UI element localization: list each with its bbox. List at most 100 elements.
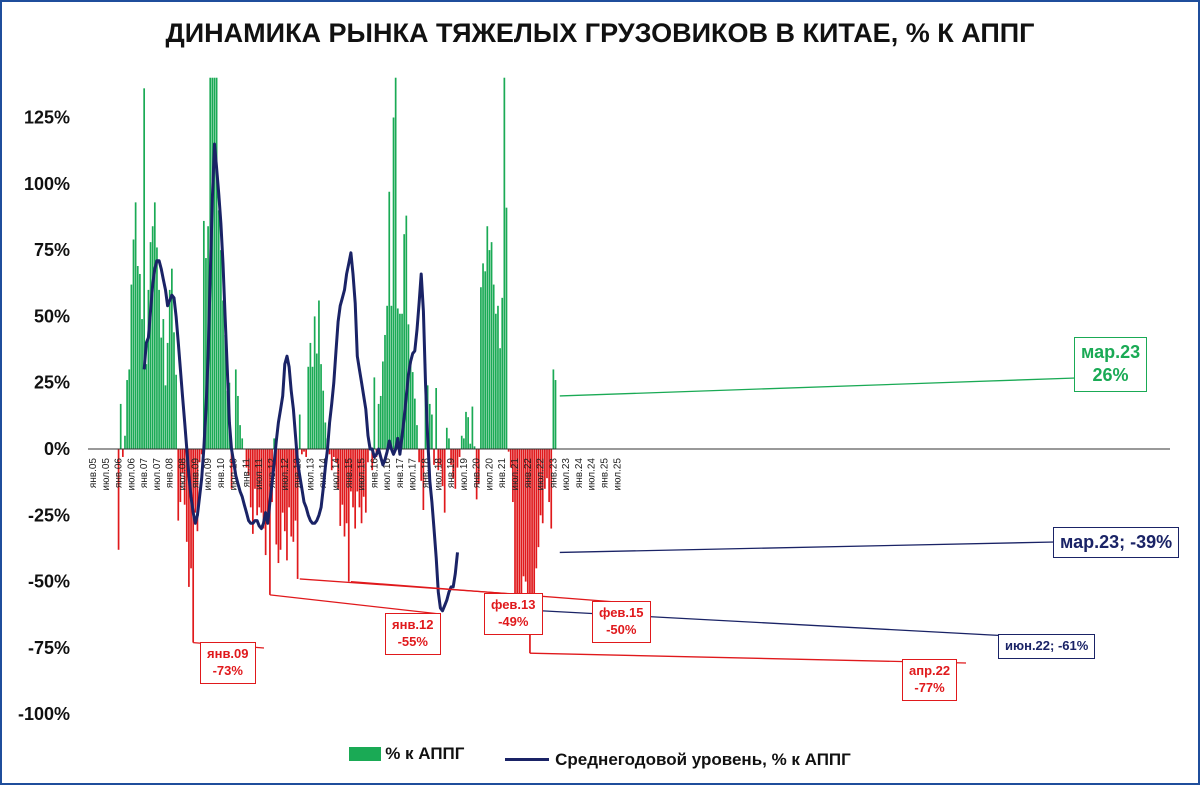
bar (124, 435, 126, 449)
bar (194, 449, 197, 513)
bar (518, 449, 521, 611)
bar (494, 313, 497, 449)
callout-feb13: фев.13 -49% (484, 593, 543, 635)
bar (156, 247, 158, 449)
bar (452, 449, 455, 479)
bar (526, 449, 529, 601)
callout-mar23-bar: мар.23 26% (1074, 337, 1148, 392)
bar (379, 395, 382, 449)
bar (367, 449, 369, 463)
callout-jan09-date: янв.09 (207, 646, 249, 661)
x-tick-label: янв.19 (446, 458, 457, 489)
bar (448, 438, 450, 449)
bar (311, 366, 314, 449)
bar (445, 427, 448, 449)
bar (288, 449, 290, 508)
bar (256, 449, 258, 516)
bar (151, 226, 154, 449)
bar (522, 449, 525, 577)
bar (411, 372, 414, 449)
bar (394, 77, 397, 449)
legend: % к АППГ Среднегодовой уровень, % к АППГ (0, 744, 1200, 770)
legend-label-bars: % к АППГ (385, 744, 465, 763)
bar-series (117, 77, 557, 654)
y-tick-label: -25% (28, 505, 70, 525)
bar (213, 77, 216, 449)
bar (399, 313, 401, 449)
bar (456, 449, 459, 468)
bar (428, 403, 431, 449)
x-tick-label: янв.11 (241, 458, 252, 488)
callout-leader-line (559, 377, 1077, 397)
bar (173, 332, 175, 449)
bar (501, 297, 504, 449)
bar (192, 449, 195, 643)
bar (309, 342, 312, 449)
x-tick-label: янв.17 (395, 458, 406, 489)
bar (544, 449, 546, 489)
bar (185, 449, 188, 542)
bar (177, 449, 180, 521)
bar (548, 449, 550, 503)
callout-jan09: янв.09 -73% (200, 642, 256, 684)
bar (458, 449, 461, 457)
bar (467, 417, 469, 449)
callout-mar23-bar-value: 26% (1092, 365, 1129, 386)
x-tick-label: июл.20 (484, 458, 495, 491)
bar (245, 449, 248, 468)
bar (482, 263, 484, 449)
bar (239, 425, 241, 449)
bar (484, 271, 487, 449)
bar (143, 88, 146, 449)
bar (294, 449, 297, 521)
callout-feb15-date: фев.15 (599, 605, 644, 620)
bar (153, 202, 156, 449)
x-tick-label: янв.22 (523, 458, 534, 489)
x-tick-label: июл.09 (203, 458, 214, 491)
bar (322, 390, 325, 449)
bar (190, 449, 192, 569)
x-tick-label: июл.11 (254, 458, 265, 490)
bar (292, 449, 295, 542)
bar (373, 377, 376, 449)
x-tick-label: июл.19 (459, 458, 470, 491)
bar (471, 406, 474, 449)
bar (139, 273, 141, 449)
bar (439, 449, 442, 465)
callout-mar23-bar-date: мар.23 (1081, 342, 1141, 362)
x-tick-label: июл.07 (152, 458, 163, 491)
bar (516, 449, 518, 611)
y-axis: 125% 100% 75% 50% 25% 0% -25% -50% -75% -100% (18, 108, 70, 725)
bar (318, 300, 320, 449)
callout-jun22-text: июн.22; -61% (1005, 638, 1089, 653)
bar (477, 449, 480, 484)
x-tick-label: янв.21 (497, 458, 508, 489)
x-tick-label: янв.16 (369, 458, 380, 489)
bar (514, 449, 516, 606)
bar (226, 390, 229, 449)
callout-leader-line (529, 652, 967, 664)
bar (252, 449, 254, 534)
bar (420, 449, 423, 481)
bar (136, 266, 139, 449)
callout-leader-line (269, 594, 441, 615)
bar (237, 395, 239, 449)
x-tick-label: янв.08 (165, 458, 176, 489)
y-tick-label: 25% (34, 373, 70, 393)
x-tick-label: июл.17 (408, 458, 419, 491)
x-tick-label: янв.10 (216, 458, 227, 489)
x-tick-label: июл.21 (510, 458, 521, 491)
x-tick-label: янв.18 (420, 458, 431, 489)
bar (416, 425, 418, 449)
bar (290, 449, 293, 537)
bar (358, 449, 361, 508)
x-tick-label: янв.15 (344, 458, 355, 489)
bar (352, 449, 354, 508)
bar (296, 449, 299, 579)
bar (341, 449, 344, 505)
callout-jan09-value: -73% (212, 662, 243, 678)
bar (499, 348, 501, 449)
bar (388, 191, 391, 450)
callout-apr22: апр.22 -77% (902, 659, 958, 701)
callout-jun22: июн.22; -61% (998, 634, 1096, 659)
